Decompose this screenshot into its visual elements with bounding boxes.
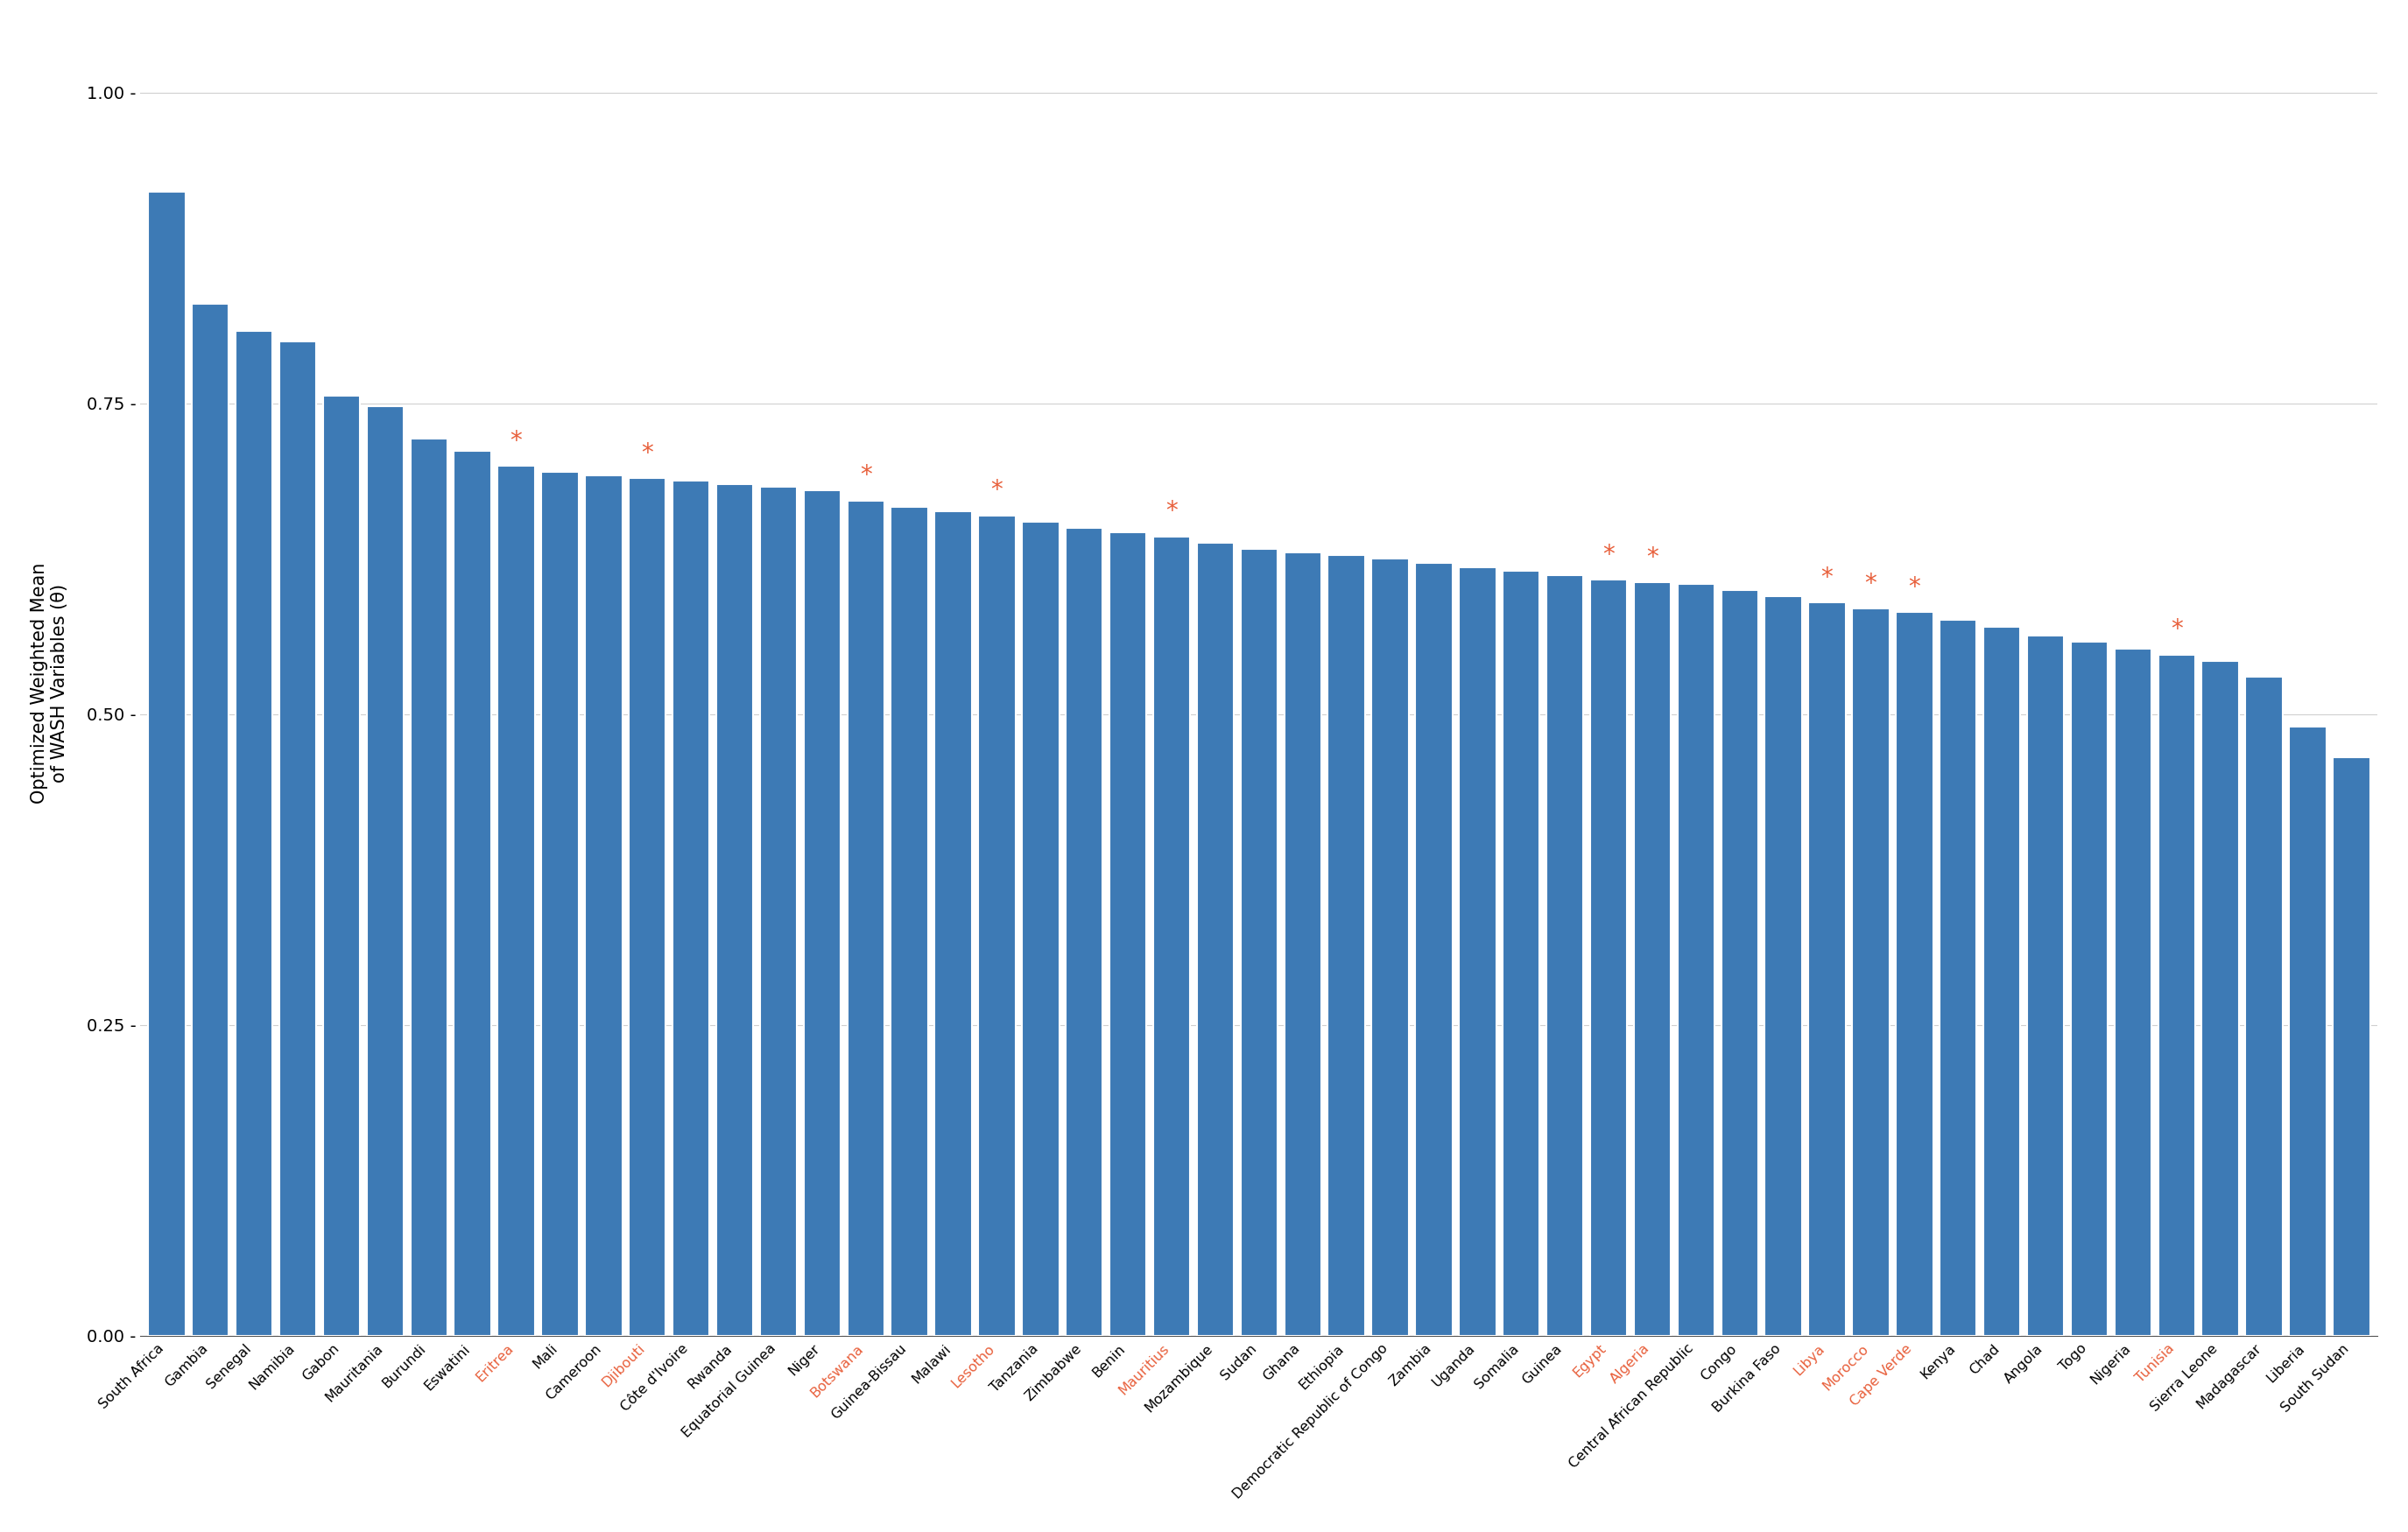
Bar	[1633, 582, 1671, 1336]
Text: *: *	[2170, 617, 2182, 642]
Bar	[891, 507, 927, 1336]
Bar	[2201, 660, 2239, 1336]
Bar	[1240, 548, 1279, 1336]
Bar	[147, 192, 185, 1336]
Bar	[1895, 613, 1934, 1336]
Bar	[2114, 648, 2150, 1336]
Bar	[2071, 642, 2107, 1336]
Bar	[1459, 567, 1495, 1336]
Text: *: *	[1820, 565, 1832, 590]
Bar	[715, 484, 754, 1336]
Text: *: *	[510, 429, 523, 453]
Bar	[236, 331, 272, 1336]
Bar	[628, 478, 667, 1336]
Bar	[2244, 677, 2283, 1336]
Bar	[193, 303, 229, 1336]
Text: *: *	[990, 478, 1002, 502]
Y-axis label: Optimized Weighted Mean
of WASH Variables (θ): Optimized Weighted Mean of WASH Variable…	[31, 562, 67, 804]
Bar	[279, 342, 315, 1336]
Bar	[1852, 608, 1890, 1336]
Bar	[2333, 758, 2369, 1336]
Bar	[2290, 726, 2326, 1336]
Bar	[1153, 536, 1190, 1336]
Text: *: *	[1910, 574, 1922, 599]
Bar	[1283, 553, 1322, 1336]
Bar	[1808, 602, 1845, 1336]
Bar	[934, 512, 973, 1336]
Bar	[1416, 562, 1452, 1336]
Bar	[761, 487, 797, 1336]
Bar	[1373, 559, 1409, 1336]
Bar	[1503, 571, 1539, 1336]
Bar	[2028, 636, 2064, 1336]
Bar	[366, 406, 405, 1336]
Text: *: *	[1864, 571, 1876, 596]
Bar	[1938, 619, 1977, 1336]
Bar	[1678, 584, 1714, 1336]
Bar	[323, 395, 359, 1336]
Bar	[1722, 590, 1758, 1336]
Bar	[1589, 581, 1628, 1336]
Bar	[1110, 533, 1146, 1336]
Bar	[1765, 596, 1801, 1336]
Bar	[455, 450, 491, 1336]
Bar	[498, 466, 535, 1336]
Bar	[585, 475, 621, 1336]
Bar	[1067, 527, 1103, 1336]
Bar	[2158, 654, 2196, 1336]
Bar	[1197, 542, 1233, 1336]
Text: *: *	[1604, 542, 1616, 567]
Bar	[804, 490, 840, 1336]
Bar	[409, 438, 448, 1336]
Bar	[1984, 627, 2020, 1336]
Bar	[1546, 574, 1584, 1336]
Text: *: *	[1165, 499, 1178, 524]
Bar	[672, 481, 710, 1336]
Bar	[542, 472, 578, 1336]
Bar	[978, 515, 1016, 1336]
Text: *: *	[1647, 545, 1659, 570]
Bar	[1327, 555, 1365, 1336]
Bar	[848, 501, 884, 1336]
Bar	[1021, 521, 1060, 1336]
Text: *: *	[860, 463, 872, 487]
Text: *: *	[641, 441, 653, 466]
